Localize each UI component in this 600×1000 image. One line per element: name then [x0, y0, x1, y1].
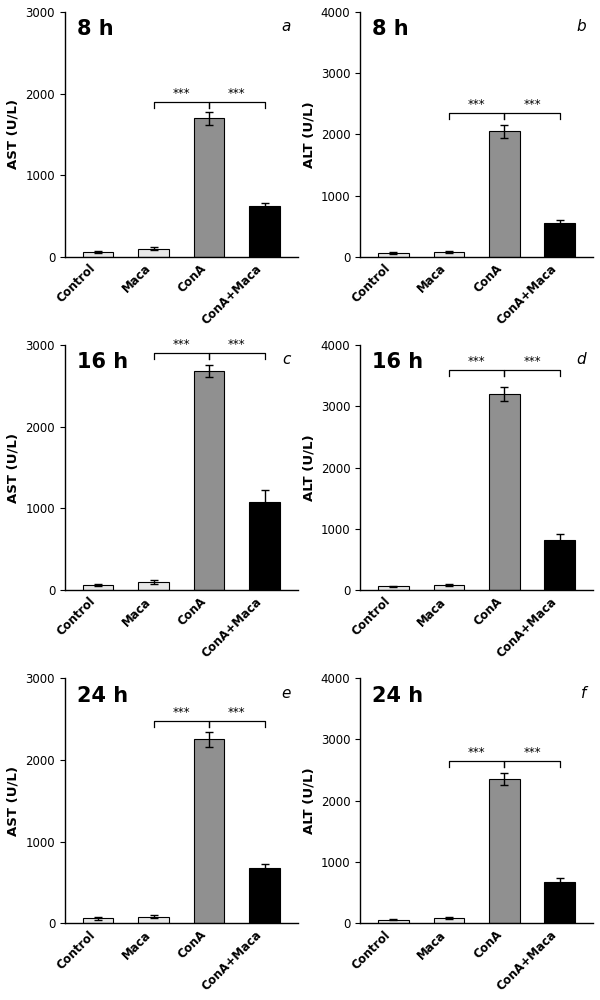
Bar [378, 253, 409, 257]
Text: 8 h: 8 h [371, 19, 408, 39]
Text: ***: *** [228, 338, 245, 351]
Bar [250, 502, 280, 590]
Bar [434, 585, 464, 590]
Y-axis label: AST (U/L): AST (U/L) [7, 433, 20, 503]
Bar [139, 249, 169, 257]
Text: ***: *** [468, 98, 485, 111]
Bar [194, 118, 224, 257]
Bar [139, 917, 169, 923]
Bar [378, 586, 409, 590]
Bar [378, 920, 409, 923]
Text: d: d [577, 352, 586, 367]
Y-axis label: AST (U/L): AST (U/L) [7, 766, 20, 836]
Text: ***: *** [523, 98, 541, 111]
Y-axis label: AST (U/L): AST (U/L) [7, 99, 20, 169]
Bar [83, 585, 113, 590]
Text: 24 h: 24 h [371, 686, 423, 706]
Text: 16 h: 16 h [371, 352, 423, 372]
Bar [250, 868, 280, 923]
Text: ***: *** [468, 746, 485, 759]
Text: f: f [581, 686, 586, 701]
Text: ***: *** [468, 355, 485, 368]
Text: 8 h: 8 h [77, 19, 113, 39]
Y-axis label: ALT (U/L): ALT (U/L) [302, 434, 315, 501]
Text: ***: *** [523, 355, 541, 368]
Bar [83, 918, 113, 923]
Text: b: b [577, 19, 586, 34]
Text: 24 h: 24 h [77, 686, 128, 706]
Text: ***: *** [228, 87, 245, 100]
Bar [544, 540, 575, 590]
Bar [489, 131, 520, 257]
Bar [434, 252, 464, 257]
Bar [83, 252, 113, 257]
Bar [194, 739, 224, 923]
Bar [489, 779, 520, 923]
Y-axis label: ALT (U/L): ALT (U/L) [302, 767, 315, 834]
Bar [544, 882, 575, 923]
Text: ***: *** [173, 338, 190, 351]
Bar [544, 223, 575, 257]
Text: ***: *** [173, 87, 190, 100]
Text: e: e [281, 686, 291, 701]
Text: 16 h: 16 h [77, 352, 128, 372]
Bar [489, 394, 520, 590]
Bar [434, 918, 464, 923]
Bar [194, 371, 224, 590]
Text: ***: *** [228, 706, 245, 719]
Text: c: c [283, 352, 291, 367]
Text: ***: *** [523, 746, 541, 759]
Text: ***: *** [173, 706, 190, 719]
Bar [250, 206, 280, 257]
Text: a: a [281, 19, 291, 34]
Bar [139, 582, 169, 590]
Y-axis label: ALT (U/L): ALT (U/L) [302, 101, 315, 168]
